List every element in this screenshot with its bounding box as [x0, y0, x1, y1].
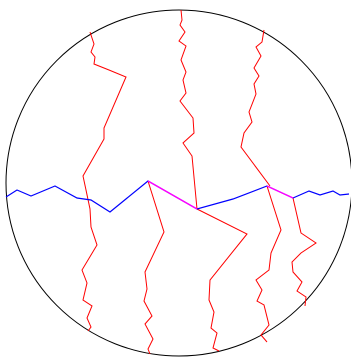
boundary-circle: [5, 9, 351, 357]
red-path-4: [143, 180, 165, 355]
red-path-6: [255, 185, 282, 343]
red-path-2: [178, 9, 198, 210]
magenta-segment-right: [266, 185, 294, 199]
magenta-segment-left: [147, 180, 198, 210]
red-path-1: [81, 31, 127, 332]
red-path-7: [291, 197, 317, 307]
red-path-3: [240, 29, 271, 187]
blue-path: [5, 180, 350, 213]
red-path-5: [196, 208, 248, 352]
